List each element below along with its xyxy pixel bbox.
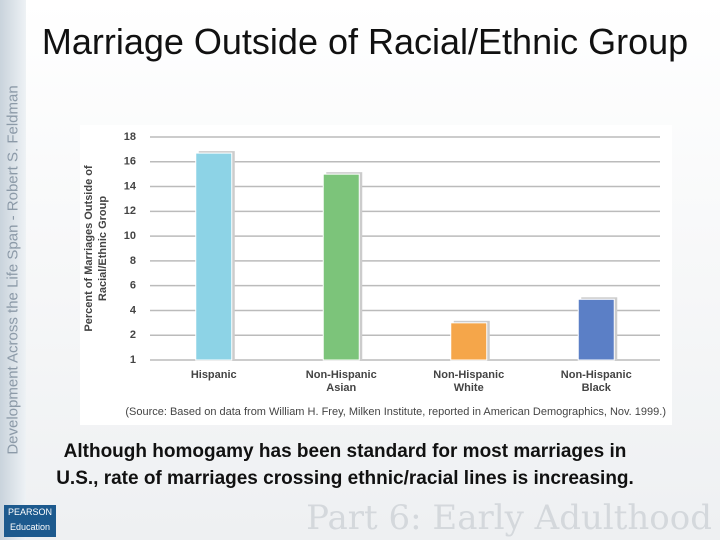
caption: Although homogamy has been standard for … (56, 441, 634, 489)
x-tick-label: Non-Hispanic White (433, 369, 505, 394)
y-tick-label: 18 (124, 131, 136, 143)
logo-text: PEARSON (7, 507, 52, 517)
logo: PEARSON Education (4, 505, 56, 537)
chart-background (80, 125, 672, 425)
footer: Part 6: Early Adulthood (306, 498, 712, 538)
y-tick-label: 16 (124, 156, 136, 168)
y-tick-label: 1 (130, 354, 136, 366)
bar (322, 173, 360, 361)
bar (577, 298, 615, 361)
y-tick-label: 14 (124, 180, 137, 192)
y-tick-label: 12 (124, 205, 136, 217)
y-tick-label: 6 (130, 280, 136, 292)
bar (195, 152, 233, 361)
side-bar: Development Across the Life Span - Rober… (0, 0, 26, 540)
x-tick-label: Non-Hispanic Black (560, 369, 632, 394)
x-tick-label: Hispanic (190, 369, 237, 381)
slide-title: Marriage Outside of Racial/Ethnic Group (41, 21, 689, 62)
y-tick-label: 4 (130, 304, 137, 316)
y-tick-label: 8 (130, 255, 136, 267)
y-axis-label: Racial/Ethnic Group (97, 196, 109, 301)
y-tick-label: 10 (124, 230, 136, 242)
bar (450, 322, 488, 361)
x-tick-label: Non-Hispanic Asian (305, 369, 377, 394)
y-axis-label: Percent of Marriages Outside of (83, 165, 95, 332)
y-tick-label: 2 (130, 329, 136, 341)
logo-text: Education (9, 522, 51, 532)
source-note: (Source: Based on data from William H. F… (125, 406, 666, 418)
